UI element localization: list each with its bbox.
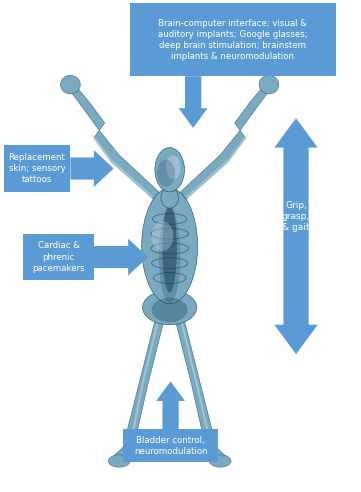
FancyBboxPatch shape bbox=[4, 145, 70, 192]
Text: Cardiac &
phrenic
pacemakers: Cardiac & phrenic pacemakers bbox=[32, 242, 85, 273]
Polygon shape bbox=[274, 118, 318, 354]
Text: Grip,
grasp,
& gait: Grip, grasp, & gait bbox=[282, 201, 310, 232]
Ellipse shape bbox=[209, 455, 231, 467]
FancyBboxPatch shape bbox=[23, 234, 94, 280]
Ellipse shape bbox=[155, 148, 184, 192]
Polygon shape bbox=[94, 130, 159, 199]
Ellipse shape bbox=[162, 204, 177, 293]
Ellipse shape bbox=[143, 290, 197, 325]
Ellipse shape bbox=[166, 155, 180, 179]
FancyBboxPatch shape bbox=[130, 3, 336, 76]
Ellipse shape bbox=[157, 159, 175, 186]
Polygon shape bbox=[173, 312, 227, 460]
Polygon shape bbox=[70, 150, 114, 187]
Text: Replacement
skin; sensory
tattoos: Replacement skin; sensory tattoos bbox=[9, 153, 65, 184]
FancyBboxPatch shape bbox=[123, 429, 218, 462]
Polygon shape bbox=[179, 76, 208, 128]
Polygon shape bbox=[180, 130, 245, 199]
Ellipse shape bbox=[142, 188, 198, 304]
Polygon shape bbox=[72, 86, 105, 130]
Polygon shape bbox=[156, 381, 185, 429]
Polygon shape bbox=[235, 86, 267, 130]
Ellipse shape bbox=[152, 298, 188, 322]
Polygon shape bbox=[94, 239, 148, 276]
Ellipse shape bbox=[152, 221, 173, 251]
Ellipse shape bbox=[159, 209, 180, 303]
Ellipse shape bbox=[161, 187, 178, 208]
Ellipse shape bbox=[60, 75, 80, 94]
Text: Brain-computer interface; visual &
auditory implants; Google glasses;
deep brain: Brain-computer interface; visual & audit… bbox=[158, 19, 308, 61]
Ellipse shape bbox=[259, 75, 279, 94]
Text: Bladder control,
neuromodulation: Bladder control, neuromodulation bbox=[134, 436, 207, 456]
Ellipse shape bbox=[108, 455, 130, 467]
Polygon shape bbox=[112, 312, 166, 460]
